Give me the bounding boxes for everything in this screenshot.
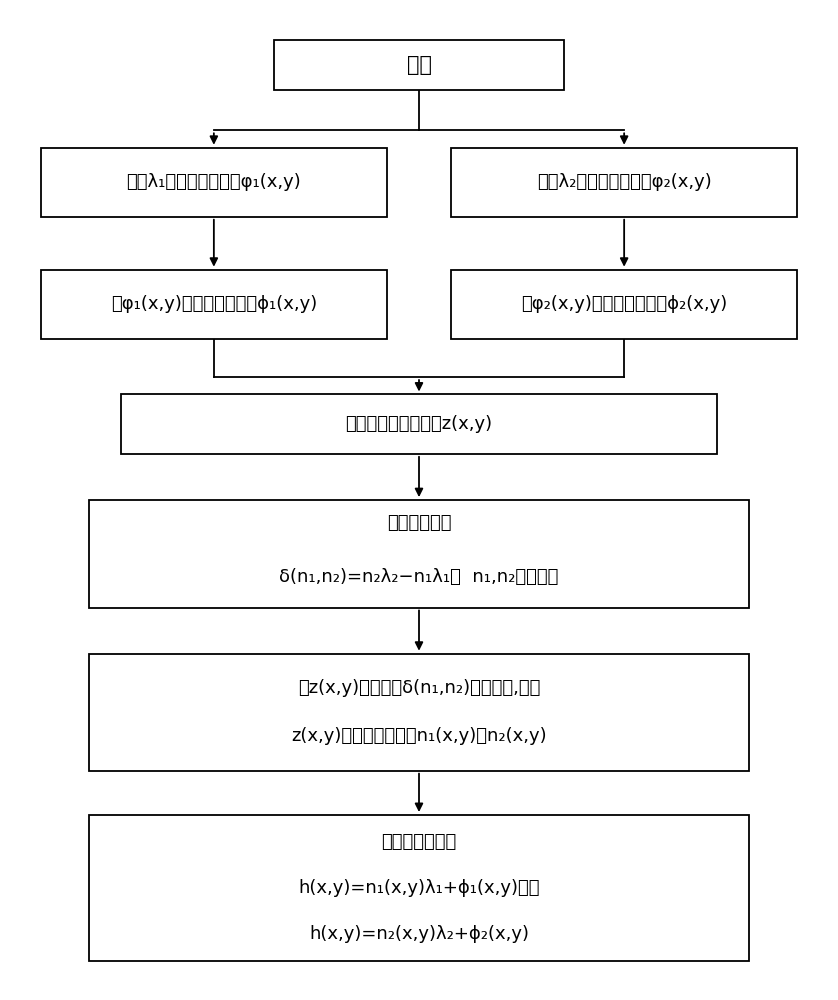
Bar (89, 654, 749, 771)
Bar (41, 148, 387, 217)
Text: 将φ₂(x,y)转换成高度包裹ϕ₂(x,y): 将φ₂(x,y)转换成高度包裹ϕ₂(x,y) (521, 295, 727, 313)
Text: 获取λ₁对应的包裹相位φ₁(x,y): 获取λ₁对应的包裹相位φ₁(x,y) (127, 173, 301, 191)
Text: h(x,y)=n₁(x,y)λ₁+ϕ₁(x,y)或者: h(x,y)=n₁(x,y)λ₁+ϕ₁(x,y)或者 (298, 879, 540, 897)
Bar (451, 148, 797, 217)
Bar (89, 500, 749, 608)
Text: 获取高度包裹差分图z(x,y): 获取高度包裹差分图z(x,y) (345, 415, 493, 433)
Text: 确定波长差分: 确定波长差分 (387, 514, 451, 532)
Text: 重构物体的高度: 重构物体的高度 (381, 833, 457, 851)
Bar (451, 270, 797, 339)
Text: 将φ₁(x,y)转换成高度包裹ϕ₁(x,y): 将φ₁(x,y)转换成高度包裹ϕ₁(x,y) (111, 295, 317, 313)
Bar (274, 40, 564, 90)
Text: 开始: 开始 (406, 55, 432, 75)
Text: 获取λ₂对应的包裹相位φ₂(x,y): 获取λ₂对应的包裹相位φ₂(x,y) (537, 173, 711, 191)
Text: 将z(x,y)的个点与δ(n₁,n₂)逐点对比,确定: 将z(x,y)的个点与δ(n₁,n₂)逐点对比,确定 (297, 679, 541, 697)
Text: z(x,y)对应的跳变系数n₁(x,y)或n₂(x,y): z(x,y)对应的跳变系数n₁(x,y)或n₂(x,y) (291, 727, 547, 745)
Text: h(x,y)=n₂(x,y)λ₂+ϕ₂(x,y): h(x,y)=n₂(x,y)λ₂+ϕ₂(x,y) (309, 925, 529, 943)
Bar (41, 270, 387, 339)
Bar (122, 394, 716, 454)
Bar (89, 815, 749, 961)
Text: δ(n₁,n₂)=n₂λ₂−n₁λ₁；  n₁,n₂为正整数: δ(n₁,n₂)=n₂λ₂−n₁λ₁； n₁,n₂为正整数 (279, 568, 559, 586)
